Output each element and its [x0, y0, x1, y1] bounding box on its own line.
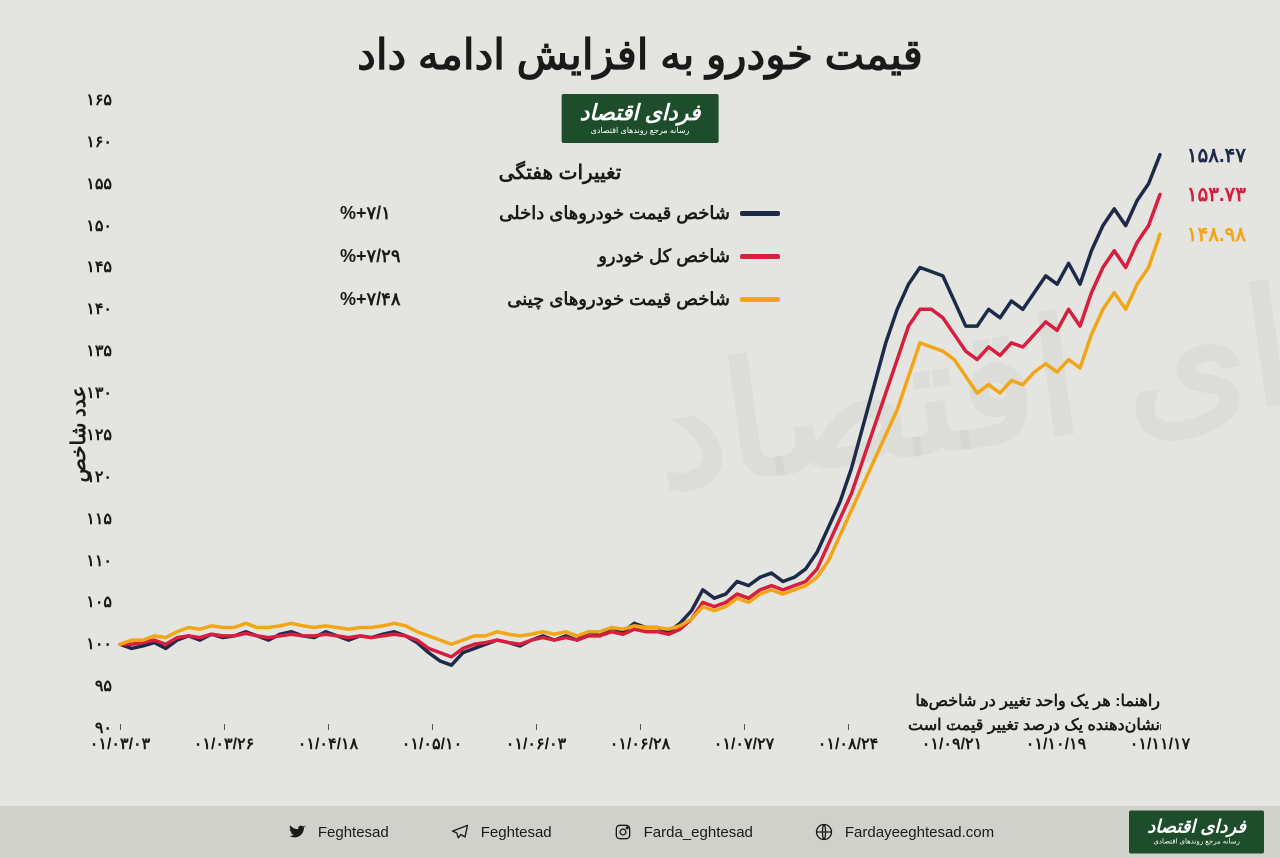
y-tick: ۱۶۰: [86, 132, 112, 152]
footer: Fardayeeghtesad.com Farda_eghtesad Feghtes…: [0, 806, 1280, 858]
legend-change: %+۷/۱: [340, 203, 391, 224]
y-tick: ۱۱۵: [86, 509, 112, 529]
note-line-2: نشان‌دهنده یک درصد تغییر قیمت است: [908, 714, 1160, 738]
legend-change: %+۷/۴۸: [340, 289, 401, 310]
y-tick: ۱۰۰: [86, 634, 112, 654]
x-tick: ۰۱/۰۶/۲۸: [610, 734, 670, 754]
footer-logo-main: فردای اقتصاد: [1147, 817, 1246, 838]
y-tick: ۱۵۰: [86, 216, 112, 236]
y-tick: ۱۴۰: [86, 299, 112, 319]
chart-note: راهنما: هر یک واحد تغییر در شاخص‌ها نشان…: [908, 690, 1160, 738]
x-tick: ۰۱/۰۳/۰۳: [90, 734, 150, 754]
note-line-1: راهنما: هر یک واحد تغییر در شاخص‌ها: [908, 690, 1160, 714]
end-label-total: ۱۵۳.۷۳: [1187, 182, 1246, 207]
y-tick: ۱۶۵: [86, 90, 112, 110]
twitter-icon: [286, 821, 308, 843]
social-twitter[interactable]: Feghtesad: [286, 821, 389, 843]
footer-logo-sub: رسانه مرجع روندهای اقتصادی: [1147, 838, 1246, 846]
footer-logo: فردای اقتصاد رسانه مرجع روندهای اقتصادی: [1129, 811, 1264, 854]
y-tick: ۱۵۵: [86, 174, 112, 194]
social-text: Fardayeeghtesad.com: [845, 824, 994, 841]
social-text: Feghtesad: [318, 824, 389, 841]
y-tick: ۱۳۰: [86, 383, 112, 403]
x-tick: ۰۱/۰۴/۱۸: [298, 734, 358, 754]
social-text: Feghtesad: [481, 824, 552, 841]
page-title: قیمت خودرو به افزایش ادامه داد: [0, 0, 1280, 79]
globe-icon: [813, 821, 835, 843]
end-label-chinese: ۱۴۸.۹۸: [1187, 222, 1246, 247]
end-label-domestic: ۱۵۸.۴۷: [1187, 143, 1246, 168]
x-tick: ۰۱/۰۶/۰۳: [506, 734, 566, 754]
legend-row-total: شاخص کل خودرو %+۷/۲۹: [340, 246, 780, 267]
social-globe[interactable]: Fardayeeghtesad.com: [813, 821, 994, 843]
y-tick: ۱۴۵: [86, 257, 112, 277]
y-tick: ۹۵: [95, 676, 112, 696]
legend-row-chinese: شاخص قیمت خودروهای چینی %+۷/۴۸: [340, 289, 780, 310]
legend-header: تغییرات هفتگی: [340, 160, 780, 185]
social-text: Farda_eghtesad: [644, 824, 753, 841]
legend-series-name: شاخص قیمت خودروهای داخلی: [499, 203, 730, 224]
legend: تغییرات هفتگی شاخص قیمت خودروهای داخلی %…: [340, 160, 780, 332]
legend-change: %+۷/۲۹: [340, 246, 401, 267]
end-labels: ۱۵۸.۴۷ ۱۵۳.۷۳ ۱۴۸.۹۸: [1166, 100, 1246, 728]
y-axis: ۹۰۹۵۱۰۰۱۰۵۱۱۰۱۱۵۱۲۰۱۲۵۱۳۰۱۳۵۱۴۰۱۴۵۱۵۰۱۵۵…: [60, 100, 120, 728]
telegram-icon: [449, 821, 471, 843]
legend-swatch: [740, 297, 780, 302]
y-tick: ۱۱۰: [86, 551, 112, 571]
y-tick: ۱۲۰: [86, 467, 112, 487]
x-tick: ۰۱/۰۳/۲۶: [194, 734, 254, 754]
legend-series-name: شاخص قیمت خودروهای چینی: [507, 289, 730, 310]
x-tick: ۰۱/۰۵/۱۰: [402, 734, 462, 754]
social-instagram[interactable]: Farda_eghtesad: [612, 821, 753, 843]
x-tick: ۰۱/۰۷/۲۷: [714, 734, 774, 754]
y-tick: ۱۳۵: [86, 341, 112, 361]
y-tick: ۱۲۵: [86, 425, 112, 445]
social-telegram[interactable]: Feghtesad: [449, 821, 552, 843]
instagram-icon: [612, 821, 634, 843]
legend-swatch: [740, 211, 780, 216]
y-tick: ۱۰۵: [86, 592, 112, 612]
legend-swatch: [740, 254, 780, 259]
legend-series-name: شاخص کل خودرو: [598, 246, 730, 267]
x-tick: ۰۱/۰۸/۲۴: [818, 734, 878, 754]
legend-row-domestic: شاخص قیمت خودروهای داخلی %+۷/۱: [340, 203, 780, 224]
